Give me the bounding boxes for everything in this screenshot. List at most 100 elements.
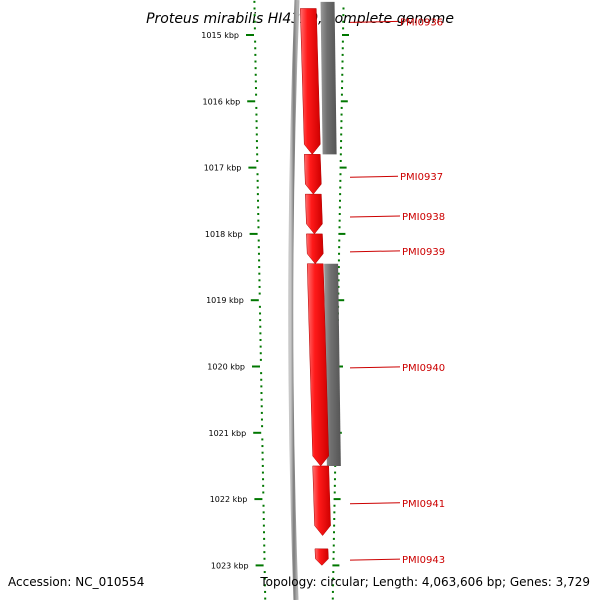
ruler-minor-tick (259, 345, 262, 348)
ruler-minor-tick (255, 126, 258, 129)
ruler-minor-tick (255, 106, 258, 109)
track-minor-tick (340, 133, 343, 136)
ruler-minor-tick (257, 219, 260, 222)
ruler-minor-tick (255, 93, 258, 96)
ruler-minor-tick (263, 551, 266, 554)
ruler-tick-label: 1018 kbp (205, 230, 243, 239)
track-minor-tick (341, 73, 344, 76)
ruler-minor-tick (258, 259, 261, 262)
track-minor-tick (331, 597, 334, 600)
ruler-tick-label: 1015 kbp (201, 31, 239, 40)
ruler-tick-label: 1019 kbp (206, 296, 244, 305)
ruler-minor-tick (254, 87, 257, 90)
ruler-minor-tick (259, 312, 262, 315)
ruler-minor-tick (260, 405, 263, 408)
ruler-minor-tick (262, 504, 265, 507)
ruler-minor-tick (257, 246, 260, 249)
track-minor-tick (341, 53, 344, 56)
ruler-minor-tick (256, 186, 259, 189)
ruler-minor-tick (260, 411, 263, 414)
ruler-minor-tick (257, 252, 260, 255)
ruler-minor-tick (257, 239, 260, 242)
ruler-minor-tick (256, 146, 259, 149)
ruler-minor-tick (261, 458, 264, 461)
ruler-minor-tick (257, 206, 260, 209)
track-minor-tick (337, 279, 340, 282)
track-minor-tick (332, 571, 335, 574)
ruler-minor-tick (258, 279, 261, 282)
ruler-minor-tick (260, 378, 263, 381)
track-minor-tick (341, 60, 344, 63)
ruler-minor-tick (254, 53, 257, 56)
gene-label-pmi0936[interactable]: PMI0936 (400, 17, 443, 28)
ruler-minor-tick (261, 471, 264, 474)
gene-arrow-pmi0938[interactable] (305, 193, 323, 235)
ruler-minor-tick (254, 60, 257, 63)
track-minor-tick (333, 478, 336, 481)
ruler-tick-label: 1017 kbp (204, 164, 242, 173)
ruler-minor-tick (256, 159, 259, 162)
track-minor-tick (340, 140, 343, 143)
ruler-minor-tick (259, 319, 262, 322)
ruler-minor-tick (260, 385, 263, 388)
gene-arrow-pmi0940[interactable] (306, 263, 329, 467)
ruler-minor-tick (256, 193, 259, 196)
ruler-minor-tick (261, 445, 264, 448)
ruler-minor-tick (259, 358, 262, 361)
track-minor-tick (338, 252, 341, 255)
gene-label-pmi0940[interactable]: PMI0940 (402, 363, 445, 374)
track-minor-tick (341, 40, 344, 43)
track-minor-tick (331, 590, 334, 593)
ruler-minor-tick (259, 352, 262, 355)
map-title: Proteus mirabilis HI4320, complete genom… (146, 11, 454, 27)
ruler-tick-label: 1020 kbp (207, 363, 245, 372)
gene-label-pmi0941[interactable]: PMI0941 (402, 499, 445, 510)
gene-label-leader (349, 215, 401, 218)
track-minor-tick (332, 584, 335, 587)
ruler: 1015 kbp 1016 kbp 1017 kbp 1018 kbp 1019 kbp… (201, 0, 349, 600)
ruler-minor-tick (264, 590, 267, 593)
track-minor-tick (338, 206, 341, 209)
track-minor-tick (334, 471, 337, 474)
track-minor-tick (339, 173, 342, 176)
track-minor-tick (339, 179, 342, 182)
track-minor-tick (340, 120, 343, 123)
track-minor-tick (337, 266, 340, 269)
ruler-minor-tick (255, 140, 258, 143)
ruler-minor-tick (256, 153, 259, 156)
ruler-tick-label: 1021 kbp (208, 429, 246, 438)
ruler-minor-tick (254, 67, 257, 70)
ruler-tick-label: 1023 kbp (211, 561, 249, 570)
track-minor-tick (332, 537, 335, 540)
ruler-minor-tick (263, 571, 266, 574)
gene-label-pmi0943[interactable]: PMI0943 (402, 555, 445, 566)
ruler-minor-tick (256, 179, 259, 182)
gene-arrow-pmi0939[interactable] (306, 233, 324, 265)
gene-arrow-pmi0941[interactable] (312, 465, 331, 536)
ruler-minor-tick (262, 484, 265, 487)
gene-arrow-pmi0936[interactable] (300, 8, 321, 155)
track-minor-tick (338, 213, 341, 216)
track-minor-tick (339, 186, 342, 189)
ruler-minor-tick (254, 47, 257, 50)
gene-arrow-pmi0937[interactable] (303, 154, 322, 195)
track-minor-tick (339, 193, 342, 196)
ruler-minor-tick (261, 464, 264, 467)
track-minor-tick (333, 524, 336, 527)
gene-label-pmi0938[interactable]: PMI0938 (402, 212, 445, 223)
track-minor-tick (340, 113, 343, 116)
gene-label-pmi0939[interactable]: PMI0939 (402, 247, 445, 258)
ruler-minor-tick (263, 577, 266, 580)
gene-label-leader (349, 502, 401, 505)
ruler-minor-tick (262, 491, 265, 494)
ruler-minor-tick (253, 0, 256, 3)
ruler-minor-tick (256, 173, 259, 176)
gene-label-pmi0937[interactable]: PMI0937 (400, 172, 443, 183)
track-minor-tick (333, 531, 335, 534)
gene-label-leader (349, 366, 401, 369)
gene-arrow-pmi0943[interactable] (314, 548, 329, 566)
track-minor-tick (337, 285, 340, 288)
track-minor-tick (339, 146, 342, 149)
